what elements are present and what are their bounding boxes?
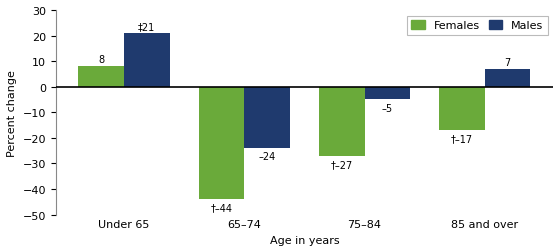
Bar (78, 67, 124, 87)
Text: –24: –24 (259, 152, 276, 162)
Bar (244, 87, 290, 148)
Text: ‡21: ‡21 (138, 22, 156, 32)
Text: †–27: †–27 (330, 159, 353, 169)
Bar (199, 87, 244, 200)
Bar (485, 70, 530, 87)
X-axis label: Age in years: Age in years (269, 235, 339, 245)
Text: –5: –5 (382, 103, 393, 113)
Bar (124, 34, 170, 87)
Y-axis label: Percent change: Percent change (7, 70, 17, 156)
Text: †–17: †–17 (451, 134, 473, 144)
Text: 8: 8 (98, 55, 104, 65)
Legend: Females, Males: Females, Males (407, 16, 548, 36)
Text: 7: 7 (505, 57, 511, 68)
Bar (365, 87, 410, 100)
Bar (439, 87, 485, 131)
Bar (319, 87, 365, 156)
Text: †–44: †–44 (211, 203, 232, 212)
